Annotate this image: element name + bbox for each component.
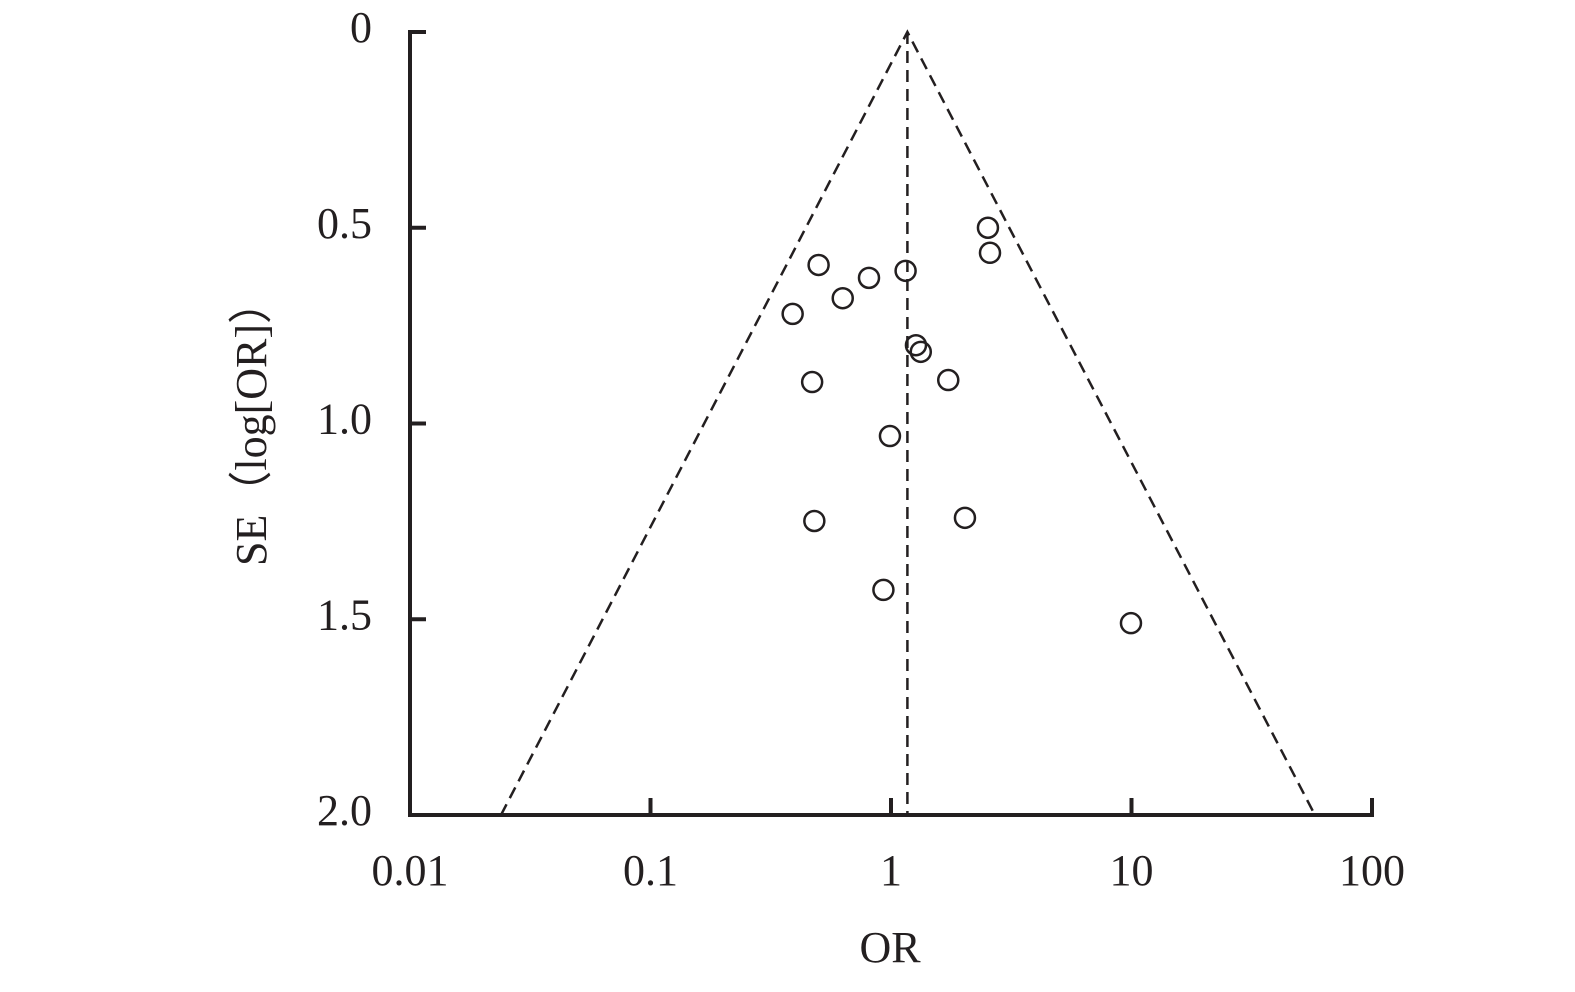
study-point bbox=[857, 266, 881, 290]
study-point bbox=[904, 333, 928, 357]
study-point bbox=[878, 424, 902, 448]
study-point bbox=[976, 216, 1000, 239]
x-tick-label: 100 bbox=[1339, 846, 1405, 895]
x-tick-label: 0.1 bbox=[623, 846, 678, 895]
study-point bbox=[953, 506, 977, 530]
y-tick-label: 0 bbox=[350, 3, 372, 52]
y-axis-label: SE（log[OR]） bbox=[227, 280, 276, 566]
x-tick-label: 0.01 bbox=[372, 846, 449, 895]
y-tick-label: 1.5 bbox=[317, 590, 372, 639]
study-point bbox=[803, 509, 826, 533]
y-tick-label: 2.0 bbox=[317, 786, 372, 835]
x-axis-label: OR bbox=[859, 923, 921, 972]
study-point bbox=[872, 578, 895, 602]
study-point bbox=[807, 253, 830, 277]
study-point bbox=[1119, 611, 1143, 635]
study-point bbox=[800, 370, 824, 394]
y-tick-label: 0.5 bbox=[317, 199, 372, 248]
x-tick-label: 10 bbox=[1110, 846, 1154, 895]
x-tick-label: 1 bbox=[880, 846, 902, 895]
study-point bbox=[909, 340, 933, 364]
study-point bbox=[937, 368, 960, 392]
study-point bbox=[894, 259, 917, 283]
study-point bbox=[831, 286, 854, 310]
y-tick-label: 1.0 bbox=[317, 395, 372, 444]
study-point bbox=[978, 241, 1002, 265]
study-point bbox=[781, 302, 804, 326]
